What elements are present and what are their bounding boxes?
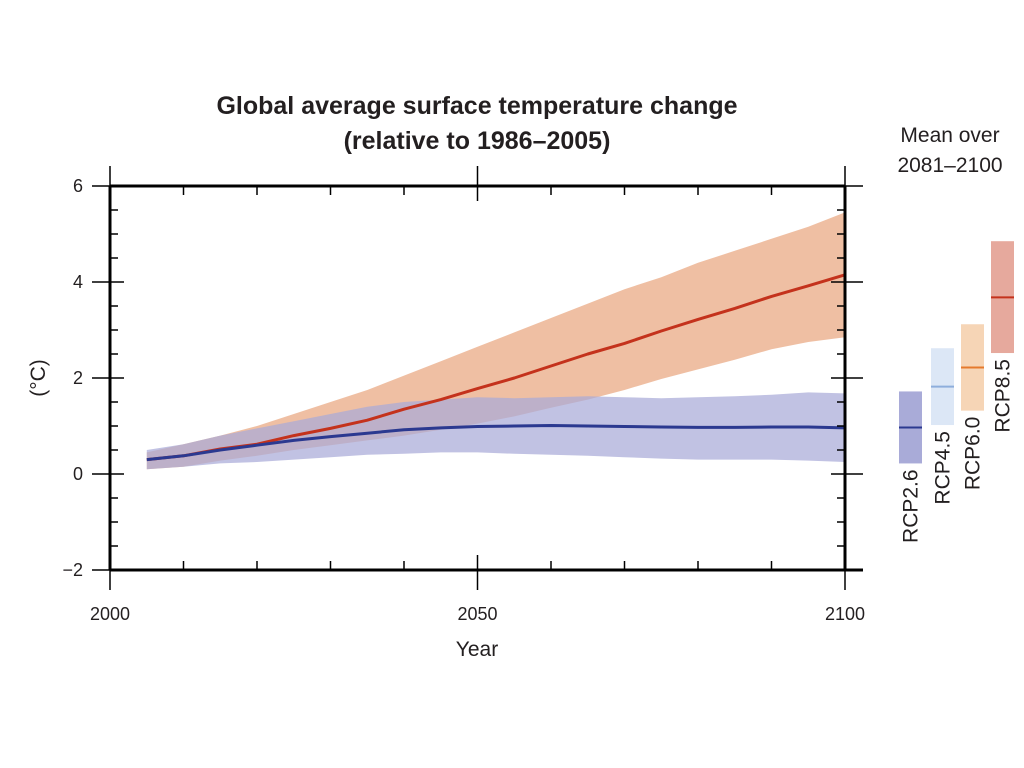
chart-title-line2: (relative to 1986–2005) bbox=[344, 127, 611, 155]
range-label-rcp45: RCP4.5 bbox=[932, 431, 955, 505]
plot-area: 2000 2050 2100 −2 0 2 4 6 bbox=[62, 166, 865, 624]
y-tick-label: −2 bbox=[62, 560, 83, 580]
x-tick-label: 2100 bbox=[825, 604, 865, 624]
x-tick-label: 2050 bbox=[457, 604, 497, 624]
mean-line-rcp26 bbox=[146, 424, 846, 462]
y-axis-label: (°C) bbox=[27, 359, 50, 397]
y-tick-label: 0 bbox=[73, 464, 83, 484]
x-tick-label: 2000 bbox=[90, 604, 130, 624]
range-label-rcp85: RCP8.5 bbox=[992, 359, 1015, 433]
mean-over-title-line1: Mean over bbox=[900, 124, 999, 147]
band-rcp85 bbox=[146, 212, 846, 470]
chart-title-line1: Global average surface temperature chang… bbox=[216, 92, 737, 120]
mean-over-title-line2: 2081–2100 bbox=[897, 154, 1002, 177]
y-tick-label: 2 bbox=[73, 368, 83, 388]
range-label-rcp60: RCP6.0 bbox=[962, 417, 985, 491]
band-rcp26 bbox=[146, 392, 846, 470]
range-label-rcp26: RCP2.6 bbox=[900, 469, 923, 543]
y-tick-label: 6 bbox=[73, 176, 83, 196]
mean-over-panel: RCP2.6 RCP4.5 RCP6.0 RCP8.5 bbox=[899, 241, 1015, 543]
mean-line-rcp85 bbox=[146, 273, 846, 462]
x-axis-label: Year bbox=[456, 638, 498, 661]
y-tick-label: 4 bbox=[73, 272, 83, 292]
